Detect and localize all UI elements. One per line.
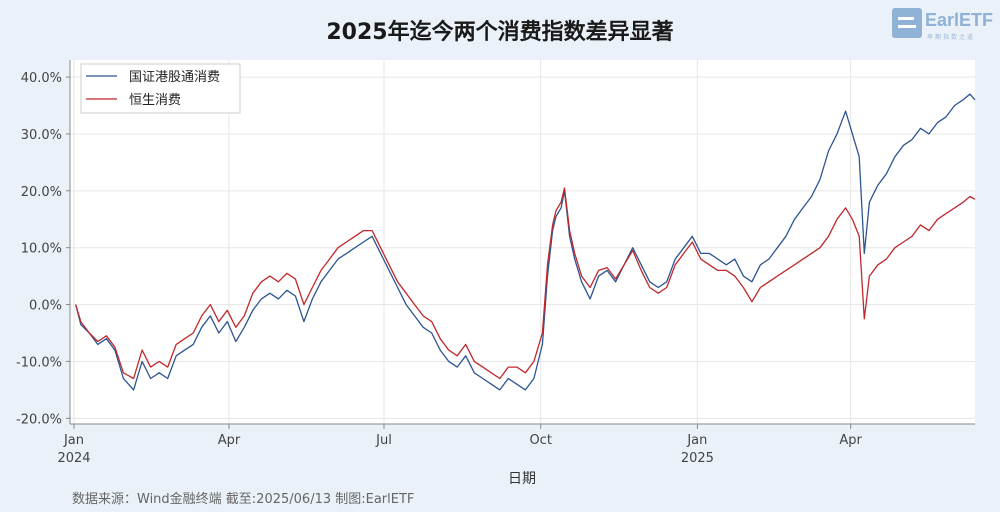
plot-area bbox=[70, 60, 975, 424]
y-tick-label: -10.0% bbox=[16, 355, 62, 370]
y-axis-ticks: 40.0% 30.0% 20.0% 10.0% 0.0% -10.0% -20.0% bbox=[16, 60, 71, 427]
x-axis-ticks: Jan 2024 Apr Jul Oct Jan 2025 Apr bbox=[57, 423, 975, 466]
chart-title: 2025年迄今两个消费指数差异显著 bbox=[326, 20, 674, 45]
y-tick-label: -20.0% bbox=[16, 412, 62, 427]
legend-box bbox=[80, 63, 241, 114]
legend: 国证港股通消费 恒生消费 bbox=[80, 63, 241, 114]
y-tick-label: 10.0% bbox=[21, 242, 62, 257]
y-tick-label: 0.0% bbox=[29, 299, 62, 314]
x-axis-label: 日期 bbox=[508, 471, 536, 487]
x-tick-label: Jan bbox=[63, 433, 84, 448]
x-tick-year-label: 2024 bbox=[57, 451, 90, 466]
y-tick-label: 40.0% bbox=[21, 71, 62, 86]
x-tick-label: Apr bbox=[218, 433, 241, 448]
earletf-logo: EarlETF 早期指数之道 bbox=[892, 8, 994, 42]
source-note: 数据来源：Wind金融终端 截至:2025/06/13 制图:EarlETF bbox=[72, 492, 415, 507]
logo-mark-icon bbox=[892, 8, 922, 38]
logo-subtext: 早期指数之道 bbox=[927, 34, 976, 41]
x-tick-label: Jul bbox=[375, 433, 392, 448]
grid-lines bbox=[70, 60, 975, 424]
x-tick-label: Apr bbox=[839, 433, 862, 448]
legend-label-series-2: 恒生消费 bbox=[129, 93, 181, 108]
x-tick-year-label: 2025 bbox=[681, 451, 714, 466]
legend-label-series-1: 国证港股通消费 bbox=[129, 70, 220, 85]
series-line-2 bbox=[75, 187, 976, 380]
series-line-1 bbox=[75, 93, 976, 391]
y-tick-label: 30.0% bbox=[21, 128, 62, 143]
logo-text: EarlETF bbox=[925, 10, 994, 30]
y-tick-label: 20.0% bbox=[21, 185, 62, 200]
x-tick-label: Jan bbox=[686, 433, 707, 448]
x-tick-label: Oct bbox=[529, 433, 551, 448]
series-lines bbox=[75, 93, 976, 391]
